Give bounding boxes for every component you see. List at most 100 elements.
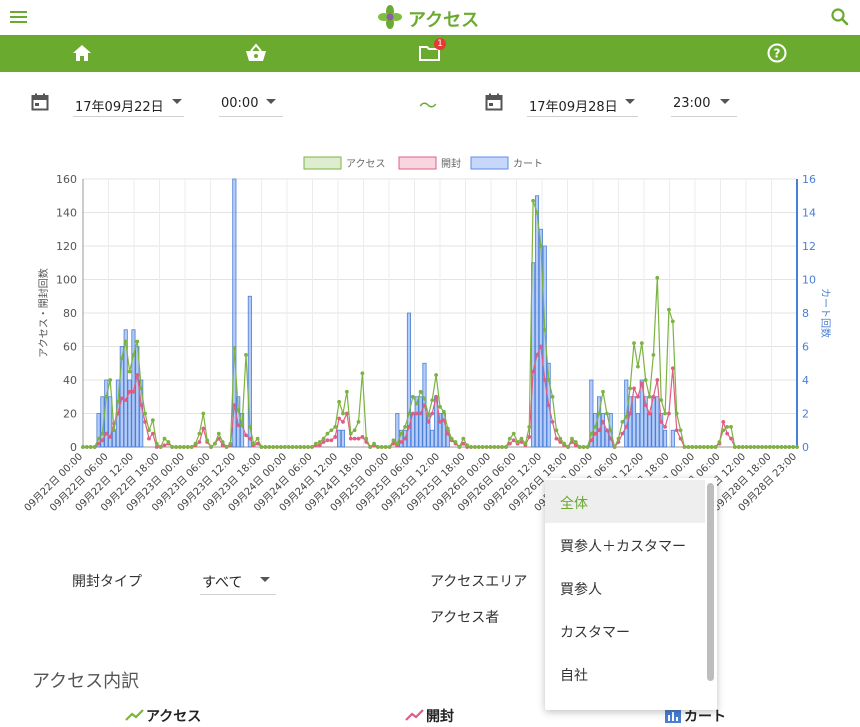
cart-bar	[635, 413, 640, 448]
legend-swatch	[398, 156, 437, 170]
y-tick-label-right: 14	[802, 207, 816, 220]
access-point	[496, 445, 501, 449]
access-point	[220, 440, 225, 444]
access-point	[387, 445, 392, 449]
basket-icon[interactable]	[245, 43, 267, 63]
access-point	[453, 440, 458, 444]
access-point	[228, 441, 233, 446]
access-point	[333, 425, 338, 429]
access-point	[721, 428, 726, 433]
cart-bar	[655, 396, 660, 448]
menu-item-all[interactable]: 全体	[545, 480, 705, 523]
open-type-label: 開封タイプ	[72, 574, 142, 590]
open-point	[352, 436, 357, 441]
access-point	[705, 445, 710, 449]
open-point	[430, 411, 435, 416]
access-point	[104, 394, 109, 399]
open-point	[441, 418, 446, 423]
access-point	[488, 445, 493, 449]
access-point	[764, 445, 768, 449]
end-time-select[interactable]: 23:00	[671, 92, 737, 117]
open-type-select[interactable]: すべて	[200, 570, 276, 595]
access-point	[663, 411, 667, 416]
y-tick-label-right: 10	[802, 274, 816, 287]
access-point	[255, 436, 260, 441]
open-point	[663, 425, 667, 429]
end-date-select[interactable]: 17年09月28日	[527, 92, 638, 117]
menu-item-buyer-customer[interactable]: 買参人＋カスタマー	[545, 523, 705, 566]
access-point	[511, 431, 516, 436]
y-tick-label-left: 80	[63, 307, 77, 320]
access-point	[267, 445, 272, 449]
access-point	[589, 431, 594, 436]
open-point	[418, 411, 423, 416]
access-point	[597, 411, 601, 416]
access-point	[422, 396, 427, 401]
cart-bar	[600, 413, 606, 448]
open-point	[434, 394, 439, 399]
start-date-select[interactable]: 17年09月22日	[73, 92, 184, 117]
menu-item-company[interactable]: 自社	[545, 652, 705, 695]
cart-bar	[643, 396, 648, 448]
cart-bar	[418, 396, 423, 448]
access-point	[476, 445, 481, 449]
cart-bar	[111, 429, 117, 448]
access-point	[88, 445, 93, 449]
open-point	[96, 441, 101, 446]
access-point	[473, 445, 477, 449]
access-point	[484, 445, 489, 449]
menu-item-buyer[interactable]: 買参人	[545, 566, 705, 609]
access-point	[379, 445, 384, 449]
access-point	[736, 445, 741, 449]
access-point	[628, 386, 633, 391]
open-point	[135, 373, 140, 377]
open-point	[511, 438, 516, 443]
access-point	[612, 445, 617, 449]
access-point	[546, 378, 551, 382]
access-point	[383, 445, 388, 449]
access-point	[570, 436, 574, 441]
cart-bar	[340, 429, 346, 448]
y-tick-label-left: 120	[56, 240, 77, 253]
help-icon[interactable]: ?	[767, 43, 787, 63]
access-point	[131, 352, 136, 357]
cart-bar	[414, 396, 419, 448]
legend-swatch	[470, 156, 509, 170]
open-point	[593, 431, 598, 436]
access-point	[143, 411, 147, 416]
open-point	[131, 389, 136, 394]
access-point	[577, 445, 582, 449]
chevron-down-icon	[172, 99, 182, 104]
open-point	[329, 438, 334, 443]
calendar-icon[interactable]	[485, 93, 503, 111]
open-point	[527, 435, 532, 439]
access-point	[197, 431, 202, 436]
open-point	[647, 411, 652, 416]
home-icon[interactable]	[72, 44, 92, 62]
cart-bar	[531, 262, 536, 448]
y-tick-label-right: 0	[802, 441, 809, 454]
y-tick-label-left: 160	[56, 173, 77, 186]
open-point	[674, 428, 679, 433]
open-point	[659, 419, 664, 424]
search-icon[interactable]	[830, 7, 850, 27]
access-point	[372, 441, 376, 446]
menu-scrollbar[interactable]	[707, 483, 714, 681]
legend-label: アクセス	[346, 158, 386, 170]
open-point	[535, 352, 539, 357]
open-point	[139, 403, 144, 408]
access-point	[317, 440, 322, 444]
access-point	[135, 339, 140, 344]
access-point	[247, 425, 252, 429]
open-point	[407, 425, 411, 429]
start-time-select[interactable]: 00:00	[219, 92, 283, 117]
access-point	[445, 426, 450, 431]
logo-icon	[378, 5, 402, 29]
access-point	[733, 445, 737, 449]
cart-bar	[236, 396, 241, 448]
chevron-down-icon	[720, 99, 730, 104]
calendar-icon[interactable]	[31, 93, 49, 111]
access-point	[92, 445, 97, 449]
menu-icon[interactable]	[8, 8, 30, 26]
menu-item-customer[interactable]: カスタマー	[545, 609, 705, 652]
